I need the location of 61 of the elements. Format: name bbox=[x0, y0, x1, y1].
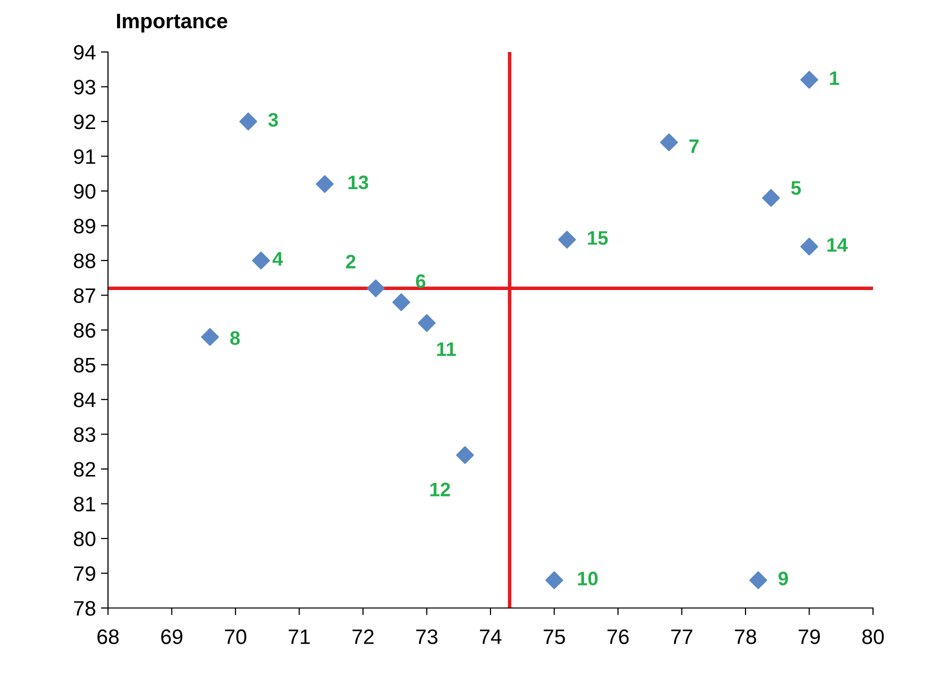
point bbox=[660, 133, 678, 152]
x-tick-label: 78 bbox=[734, 629, 756, 644]
point bbox=[800, 238, 818, 256]
x-tick-label: 80 bbox=[862, 629, 884, 644]
point bbox=[558, 230, 576, 249]
y-tick-label: 93 bbox=[74, 80, 96, 95]
y-tick-label: 85 bbox=[74, 358, 96, 373]
x-tick-label: 69 bbox=[161, 629, 182, 644]
x-tick-label: 70 bbox=[224, 629, 246, 644]
annotation: 12 bbox=[430, 482, 450, 496]
annotation: 2 bbox=[346, 254, 356, 268]
point bbox=[762, 189, 780, 207]
y-tick-label: 91 bbox=[74, 149, 96, 164]
x-tick-label: 79 bbox=[798, 629, 820, 644]
point bbox=[392, 293, 410, 312]
x-tick-label: 68 bbox=[97, 629, 119, 644]
annotation: 7 bbox=[689, 140, 699, 153]
x-tick-label: 75 bbox=[544, 630, 565, 644]
annotation: 9 bbox=[778, 572, 788, 586]
point bbox=[252, 252, 270, 270]
annotation: 5 bbox=[791, 181, 801, 195]
x-tick-label: 74 bbox=[480, 630, 502, 644]
point bbox=[749, 571, 768, 590]
y-tick-label: 87 bbox=[74, 288, 96, 304]
x-tick-label: 72 bbox=[352, 629, 374, 644]
y-axis-title: Importance bbox=[117, 14, 228, 32]
y-tick-label: 83 bbox=[74, 427, 96, 442]
point bbox=[316, 175, 334, 193]
annotation: 14 bbox=[827, 238, 848, 252]
point bbox=[418, 314, 436, 332]
point bbox=[201, 328, 219, 346]
annotation: 11 bbox=[437, 342, 456, 356]
annotation: 6 bbox=[416, 274, 426, 288]
annotation: 4 bbox=[272, 252, 283, 266]
y-tick-label: 94 bbox=[74, 45, 96, 60]
point bbox=[545, 571, 564, 590]
y-tick-label: 79 bbox=[74, 566, 96, 582]
x-tick-label: 73 bbox=[416, 629, 438, 644]
y-tick-label: 89 bbox=[74, 218, 96, 234]
y-tick-label: 86 bbox=[74, 323, 96, 338]
annotation: 1 bbox=[830, 71, 840, 85]
x-tick-label: 71 bbox=[288, 630, 310, 644]
point bbox=[366, 279, 385, 298]
y-tick-label: 88 bbox=[74, 254, 96, 268]
y-tick-label: 82 bbox=[74, 462, 96, 477]
annotation: 13 bbox=[348, 176, 368, 190]
point bbox=[239, 112, 258, 130]
annotation: 8 bbox=[230, 331, 240, 345]
x-tick-label: 76 bbox=[607, 629, 629, 644]
annotation: 3 bbox=[268, 112, 278, 127]
y-tick-label: 81 bbox=[74, 496, 96, 512]
annotation: 15 bbox=[588, 231, 608, 245]
y-tick-label: 78 bbox=[74, 601, 96, 616]
x-tick-label: 77 bbox=[671, 630, 692, 644]
point bbox=[800, 70, 818, 89]
annotation: 10 bbox=[578, 572, 598, 586]
y-tick-label: 92 bbox=[74, 114, 96, 130]
y-tick-label: 84 bbox=[74, 392, 96, 408]
y-tick-label: 90 bbox=[74, 184, 96, 199]
y-tick-label: 80 bbox=[74, 532, 96, 546]
point bbox=[456, 446, 474, 464]
